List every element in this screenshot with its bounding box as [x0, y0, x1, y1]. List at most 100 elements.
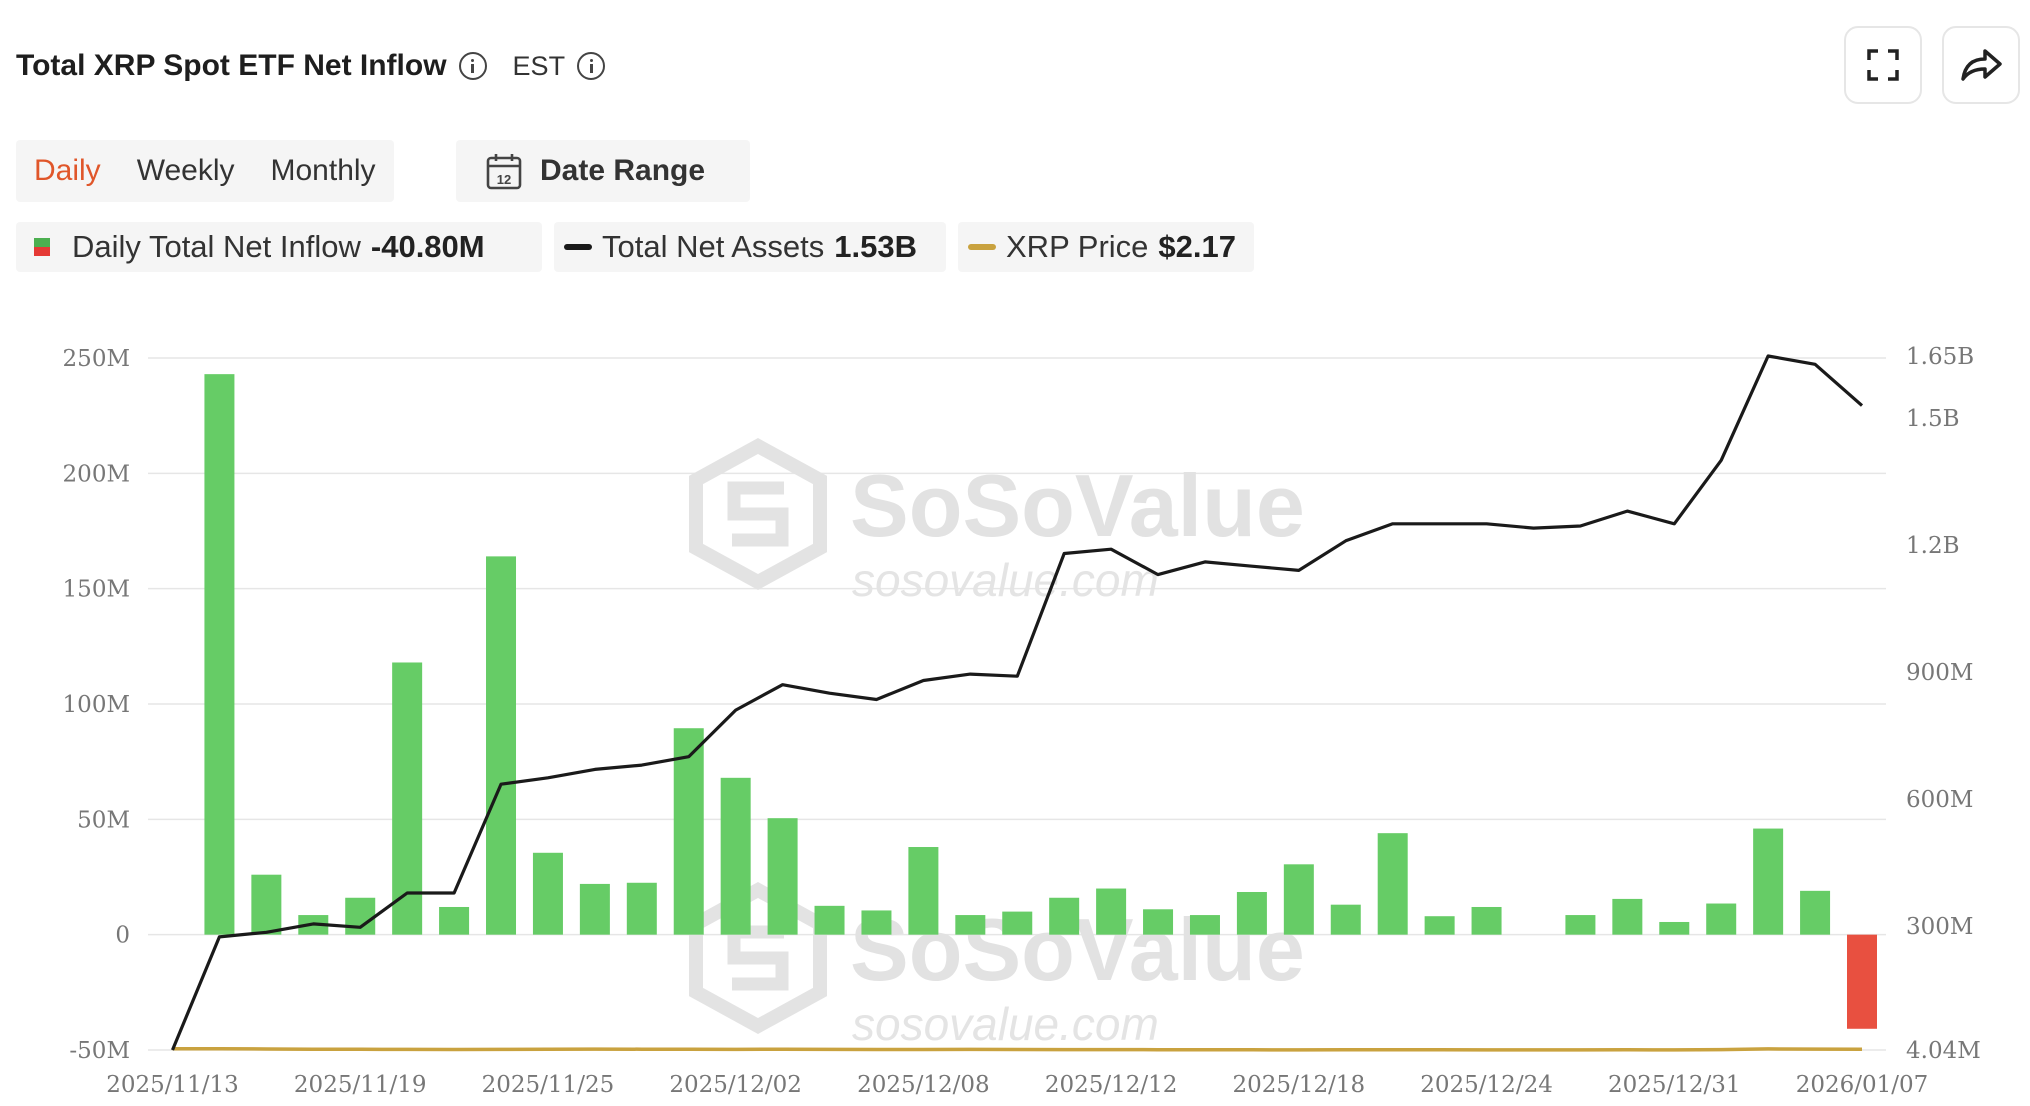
watermark-logo-icon — [689, 438, 827, 590]
calendar-day: 12 — [497, 172, 511, 187]
legend-price[interactable]: XRP Price $2.17 — [958, 222, 1254, 272]
period-tabs: Daily Weekly Monthly — [16, 140, 394, 202]
fullscreen-icon — [1867, 49, 1899, 81]
page-title: Total XRP Spot ETF Net Inflow — [16, 49, 447, 82]
x-tick-label: 2026/01/07 — [1796, 1072, 1929, 1098]
assets-swatch — [564, 244, 592, 250]
inflow-bar[interactable] — [1424, 916, 1455, 935]
x-tick-label: 2025/12/12 — [1045, 1072, 1178, 1098]
inflow-bar[interactable] — [392, 662, 423, 935]
inflow-bar[interactable] — [1049, 897, 1080, 935]
watermark-domain: sosovalue.com — [852, 554, 1159, 606]
price-swatch — [968, 244, 996, 250]
inflow-bar[interactable] — [251, 874, 282, 935]
xrp-price-line[interactable] — [172, 1046, 1863, 1052]
x-tick-label: 2025/12/02 — [669, 1072, 802, 1098]
inflow-bar[interactable] — [1330, 904, 1361, 935]
tab-weekly[interactable]: Weekly — [136, 154, 235, 187]
net-assets-line[interactable] — [171, 354, 1864, 1051]
watermark-domain: sosovalue.com — [852, 998, 1159, 1050]
x-tick-label: 2025/11/25 — [482, 1072, 615, 1098]
y-right-tick-label: 600M — [1906, 787, 1973, 813]
chart-header: Total XRP Spot ETF Net Inflow EST — [16, 40, 606, 92]
inflow-bar[interactable] — [1612, 898, 1643, 935]
share-icon — [1961, 49, 2002, 81]
inflow-bar[interactable] — [204, 374, 235, 935]
y-axis-left: 250M 200M 150M 100M 50M 0 -50M — [63, 346, 130, 1064]
inflow-bar[interactable] — [814, 905, 845, 935]
inflow-bar[interactable] — [955, 915, 986, 935]
inflow-bar[interactable] — [720, 777, 751, 935]
inflow-bar[interactable] — [1847, 934, 1877, 1029]
inflow-bar[interactable] — [532, 852, 563, 935]
y-right-tick-label: 900M — [1906, 660, 1973, 686]
fullscreen-button[interactable] — [1844, 26, 1922, 104]
tab-monthly[interactable]: Monthly — [270, 154, 376, 187]
inflow-bar[interactable] — [1471, 906, 1502, 935]
y-right-tick-label: 1.2B — [1906, 533, 1959, 559]
x-tick-label: 2025/12/31 — [1608, 1072, 1741, 1098]
x-tick-label: 2025/12/08 — [857, 1072, 990, 1098]
date-range-button[interactable]: 12 Date Range — [456, 140, 750, 202]
y-right-tick-label: 1.65B — [1906, 344, 1974, 370]
inflow-bar[interactable] — [1565, 915, 1596, 935]
inflow-bar[interactable] — [1189, 915, 1220, 935]
watermark-brand: SoSoValue — [850, 456, 1305, 555]
inflow-bar[interactable] — [626, 882, 657, 935]
legend-assets-value: 1.53B — [834, 229, 918, 264]
share-button[interactable] — [1942, 26, 2020, 104]
x-tick-label: 2025/12/24 — [1420, 1072, 1553, 1098]
inflow-bar[interactable] — [1096, 888, 1127, 935]
calendar-icon: 12 — [486, 154, 522, 190]
inflow-bar[interactable] — [1800, 890, 1831, 935]
y-left-tick-label: 50M — [77, 807, 130, 833]
info-icon[interactable] — [458, 52, 487, 80]
legend-price-label: XRP Price — [1006, 229, 1149, 264]
x-tick-label: 2025/11/13 — [106, 1072, 239, 1098]
inflow-bar[interactable] — [1002, 911, 1033, 935]
tab-daily[interactable]: Daily — [34, 154, 101, 187]
series-lines — [171, 354, 1864, 1052]
inflow-bar[interactable] — [1659, 921, 1690, 935]
watermark-logo-mark — [727, 925, 789, 991]
inflow-bar[interactable] — [861, 910, 892, 935]
inflow-bar[interactable] — [1377, 833, 1408, 935]
x-tick-label: 2025/11/19 — [294, 1072, 427, 1098]
y-left-tick-label: 200M — [63, 461, 130, 487]
y-left-tick-label: 150M — [63, 577, 130, 603]
legend-assets-label: Total Net Assets — [602, 229, 825, 264]
y-axis-right: 1.65B 1.5B 1.2B 900M 600M 300M 4.04M — [1906, 344, 1981, 1064]
watermarks: SoSoValuesosovalue.comSoSoValuesosovalue… — [689, 438, 1305, 1050]
y-left-tick-label: 100M — [63, 692, 130, 718]
inflow-bar[interactable] — [439, 906, 470, 935]
legend-price-value: $2.17 — [1158, 229, 1236, 264]
legend-inflow-value: -40.80M — [370, 229, 485, 264]
inflow-bar[interactable] — [1283, 864, 1314, 935]
inflow-bar[interactable] — [1753, 828, 1784, 935]
inflow-bar[interactable] — [486, 556, 517, 935]
y-left-tick-label: 250M — [63, 346, 130, 372]
y-right-tick-label: 1.5B — [1906, 406, 1959, 432]
x-tick-label: 2025/12/18 — [1233, 1072, 1366, 1098]
watermark-logo-mark — [727, 481, 789, 547]
legend-inflow[interactable]: Daily Total Net Inflow -40.80M — [16, 222, 542, 272]
x-axis: 2025/11/13 2025/11/19 2025/11/25 2025/12/02… — [106, 1072, 1928, 1098]
inflow-bar[interactable] — [908, 847, 939, 935]
inflow-bar[interactable] — [1143, 909, 1174, 935]
timezone-info-icon[interactable] — [577, 52, 606, 80]
inflow-bar[interactable] — [345, 897, 376, 935]
y-right-tick-label: 300M — [1906, 914, 1973, 940]
y-right-tick-label: 4.04M — [1906, 1038, 1981, 1064]
date-range-label: Date Range — [540, 154, 706, 187]
y-left-tick-label: -50M — [69, 1038, 130, 1064]
inflow-bar[interactable] — [1236, 891, 1267, 935]
legend-assets[interactable]: Total Net Assets 1.53B — [554, 222, 946, 272]
inflow-bar[interactable] — [767, 818, 798, 935]
inflow-swatch — [34, 238, 50, 256]
timezone-label: EST — [512, 50, 566, 81]
inflow-bar[interactable] — [1706, 903, 1737, 935]
y-left-tick-label: 0 — [115, 923, 130, 949]
inflow-bar[interactable] — [673, 728, 704, 935]
legend-inflow-label: Daily Total Net Inflow — [72, 229, 361, 264]
inflow-bar[interactable] — [579, 883, 610, 935]
